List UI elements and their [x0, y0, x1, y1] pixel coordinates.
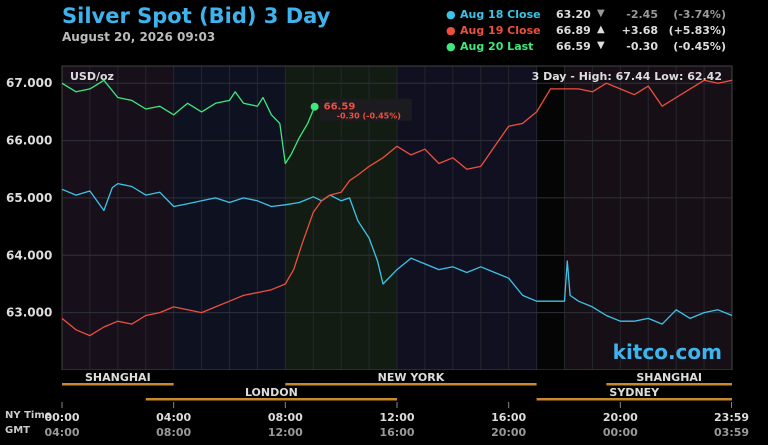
last-price-label: 66.59 [324, 102, 356, 113]
legend-percent: (+5.83%) [668, 24, 726, 37]
market-bar [145, 398, 397, 401]
legend-percent: (-0.45%) [673, 40, 726, 53]
x-tick-label-ny: 08:00 [268, 411, 303, 424]
range-info: 3 Day - High: 67.44 Low: 62.42 [532, 70, 722, 83]
legend: ● Aug 18 Close 63.20 ▼ -2.45 (-3.74%) ● … [440, 8, 736, 56]
y-tick-label: 67.000 [6, 76, 52, 90]
legend-value: 66.89 [556, 24, 591, 37]
market-strip [62, 370, 732, 402]
x-tick-label-ny: 12:00 [379, 411, 414, 424]
series-line [62, 79, 316, 165]
chart-title: Silver Spot (Bid) 3 Day [62, 4, 331, 28]
x-tick-label-gmt: 20:00 [491, 426, 526, 439]
series-line [62, 79, 732, 337]
legend-arrow-icon: ▼ [597, 40, 605, 51]
legend-dot-icon: ● [446, 8, 456, 21]
market-label: SYDNEY [609, 386, 660, 399]
x-tick-label-ny: 04:00 [156, 411, 191, 424]
legend-name: Aug 19 Close [460, 24, 541, 37]
legend-name: Aug 20 Last [460, 40, 534, 53]
legend-percent: (-3.74%) [673, 8, 726, 21]
last-point-dot [310, 102, 319, 111]
legend-dot-icon: ● [446, 40, 456, 53]
legend-row: ● Aug 18 Close 63.20 ▼ -2.45 (-3.74%) [440, 8, 736, 24]
x-tick-label-ny: 16:00 [491, 411, 526, 424]
market-bar [536, 398, 732, 401]
x-tick-label-gmt: 12:00 [268, 426, 303, 439]
market-bar [285, 383, 537, 386]
gridlines [62, 66, 732, 370]
unit-label: USD/oz [70, 70, 114, 83]
series-line [62, 182, 732, 325]
market-sessions: SHANGHAI NEW YORK SHANGHAI LONDON SYDNEY [62, 370, 732, 402]
legend-value: 66.59 [556, 40, 591, 53]
session-band [536, 66, 565, 370]
x-tick-label-ny: 20:00 [603, 411, 638, 424]
last-marker: 66.59 -0.30 (-0.45%) [310, 98, 412, 121]
legend-change: -2.45 [626, 8, 658, 21]
legend-change: +3.68 [621, 24, 658, 37]
x-tick-label-gmt: 03:59 [714, 426, 749, 439]
x-tick-label-ny: 00:00 [44, 411, 79, 424]
legend-name: Aug 18 Close [460, 8, 541, 21]
series-layer [62, 79, 732, 337]
market-label: SHANGHAI [636, 371, 702, 384]
legend-dot-icon: ● [446, 24, 456, 37]
y-axis: 67.000 66.000 65.000 64.000 63.000 [6, 76, 52, 319]
x-tick-label-gmt: 04:00 [44, 426, 79, 439]
market-bar [62, 383, 174, 386]
last-change-label: -0.30 (-0.45%) [337, 112, 401, 121]
session-band [397, 66, 537, 370]
y-tick-label: 63.000 [6, 306, 52, 320]
market-label: NEW YORK [378, 371, 445, 384]
x-row-label-gmt: GMT [5, 425, 30, 436]
x-axis: NY Time GMT 00:00 04:00 04:00 08:00 08:00 12:00… [5, 402, 749, 439]
x-tick-label-gmt: 08:00 [156, 426, 191, 439]
y-tick-label: 66.000 [6, 134, 52, 148]
chart-subtitle: August 20, 2026 09:03 [62, 30, 216, 44]
legend-arrow-icon: ▲ [597, 24, 605, 35]
legend-row: ● Aug 20 Last 66.59 ▼ -0.30 (-0.45%) [440, 40, 736, 56]
legend-row: ● Aug 19 Close 66.89 ▲ +3.68 (+5.83%) [440, 24, 736, 40]
legend-arrow-icon: ▼ [597, 8, 605, 19]
legend-change: -0.30 [626, 40, 658, 53]
x-tick-label-gmt: 00:00 [603, 426, 638, 439]
market-label: LONDON [245, 386, 298, 399]
x-tick-label-ny: 23:59 [714, 411, 749, 424]
x-tick-label-gmt: 16:00 [379, 426, 414, 439]
legend-value: 63.20 [556, 8, 591, 21]
market-label: SHANGHAI [85, 371, 151, 384]
market-bar [606, 383, 732, 386]
y-tick-label: 64.000 [6, 248, 52, 262]
watermark: kitco.com [613, 340, 722, 364]
y-tick-label: 65.000 [6, 191, 52, 205]
x-row-label-ny: NY Time [5, 410, 52, 421]
